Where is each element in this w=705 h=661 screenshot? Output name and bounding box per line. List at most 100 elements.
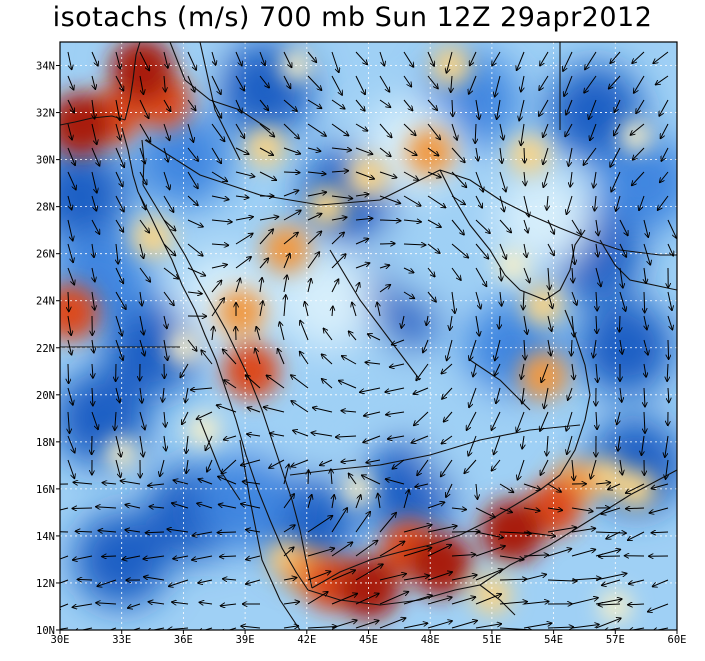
wind-vector xyxy=(255,348,261,365)
wind-vector xyxy=(211,298,224,317)
wind-vector xyxy=(543,171,549,187)
wind-vector xyxy=(632,147,645,160)
wind-vector xyxy=(355,621,379,629)
wind-vector xyxy=(475,99,479,120)
wind-vector xyxy=(163,243,176,256)
wind-vector xyxy=(143,555,165,559)
lat-ticks: 10N 12N 14N 16N 18N 20N 22N 24N 26N 28N 30N 32N 34N xyxy=(36,61,60,637)
wind-vector xyxy=(403,123,416,136)
wind-vector xyxy=(602,579,621,585)
wind-vector xyxy=(427,267,435,277)
wind-vector xyxy=(259,217,279,221)
wind-vector xyxy=(60,507,69,511)
wind-vector xyxy=(187,171,198,189)
wind-vector xyxy=(197,503,213,509)
wind-vector xyxy=(365,362,381,364)
wind-vector xyxy=(596,243,598,257)
wind-vector xyxy=(201,350,213,365)
wind-vector xyxy=(91,219,100,234)
wind-vector xyxy=(211,75,221,95)
wind-vector xyxy=(379,99,391,107)
wind-vector xyxy=(469,387,477,408)
lat-tick-label: 12N xyxy=(36,578,55,590)
wind-vector xyxy=(355,593,379,605)
wind-vector xyxy=(266,375,285,389)
wind-vector xyxy=(187,147,198,161)
wind-vector xyxy=(308,470,309,485)
wind-vector xyxy=(187,51,196,70)
field-blob-jet xyxy=(216,288,265,337)
wind-vector xyxy=(379,513,396,533)
wind-vector xyxy=(139,243,144,259)
wind-vector xyxy=(517,459,525,480)
wind-vector xyxy=(401,315,404,328)
wind-vector xyxy=(523,555,549,556)
wind-vector xyxy=(473,363,476,377)
wind-vector xyxy=(385,479,405,485)
wind-vector xyxy=(523,291,524,310)
wind-vector xyxy=(492,51,501,66)
wind-vector xyxy=(379,541,405,557)
wind-vector xyxy=(283,75,291,89)
wind-vector xyxy=(331,279,339,293)
wind-vector xyxy=(331,99,345,109)
wind-vector xyxy=(92,99,95,119)
wind-vector xyxy=(666,459,669,479)
wind-vector xyxy=(547,627,574,628)
wind-vector xyxy=(307,627,337,629)
wind-vector xyxy=(149,507,165,509)
wind-vector xyxy=(571,549,596,557)
wind-vector xyxy=(235,51,242,66)
wind-vector xyxy=(91,51,98,66)
wind-vector xyxy=(499,507,512,512)
red-sea-west-coast xyxy=(137,191,309,591)
wind-vector xyxy=(139,411,145,430)
wind-vector xyxy=(163,387,165,402)
wind-vector xyxy=(187,339,197,351)
wind-vector xyxy=(451,532,480,533)
wind-vector xyxy=(283,147,301,154)
wind-vector xyxy=(259,99,269,111)
wind-vector xyxy=(499,171,506,192)
wind-vector xyxy=(593,339,596,358)
wind-vector xyxy=(634,75,645,93)
wind-vector xyxy=(211,99,222,118)
wind-vector xyxy=(163,339,168,361)
wind-vector xyxy=(651,532,669,533)
wind-vector xyxy=(547,243,554,256)
wind-vector xyxy=(269,433,285,436)
wind-vector xyxy=(566,99,573,115)
wind-vector xyxy=(211,220,232,222)
gulf-of-suez xyxy=(121,127,139,193)
wind-vector xyxy=(305,302,309,317)
wind-vector xyxy=(618,435,620,451)
wind-vector xyxy=(246,579,261,584)
wind-vector xyxy=(342,356,357,365)
lat-tick-label: 16N xyxy=(36,484,55,496)
wind-vector xyxy=(163,219,176,231)
wind-vector xyxy=(451,219,464,235)
wind-vector xyxy=(644,315,647,330)
wind-vector xyxy=(140,387,142,403)
wind-vector xyxy=(596,315,597,334)
wind-vector xyxy=(180,363,189,378)
wind-vectors xyxy=(60,51,676,630)
lon-tick-label: 51E xyxy=(482,634,501,646)
wind-vector xyxy=(263,407,285,413)
wind-vector xyxy=(630,123,645,135)
wind-vector xyxy=(139,75,144,95)
wind-vector xyxy=(283,190,299,197)
wind-vector xyxy=(220,627,237,630)
wind-vector xyxy=(639,195,645,211)
wind-vector xyxy=(67,267,74,285)
wind-vector xyxy=(517,51,525,71)
wind-vector xyxy=(524,147,525,163)
wind-vector xyxy=(403,75,412,87)
wind-vector xyxy=(387,436,405,439)
wind-vector xyxy=(307,51,317,62)
wind-vector xyxy=(451,291,455,313)
wind-vector xyxy=(403,267,414,273)
wind-vector xyxy=(476,483,478,499)
wind-vector xyxy=(220,556,237,557)
